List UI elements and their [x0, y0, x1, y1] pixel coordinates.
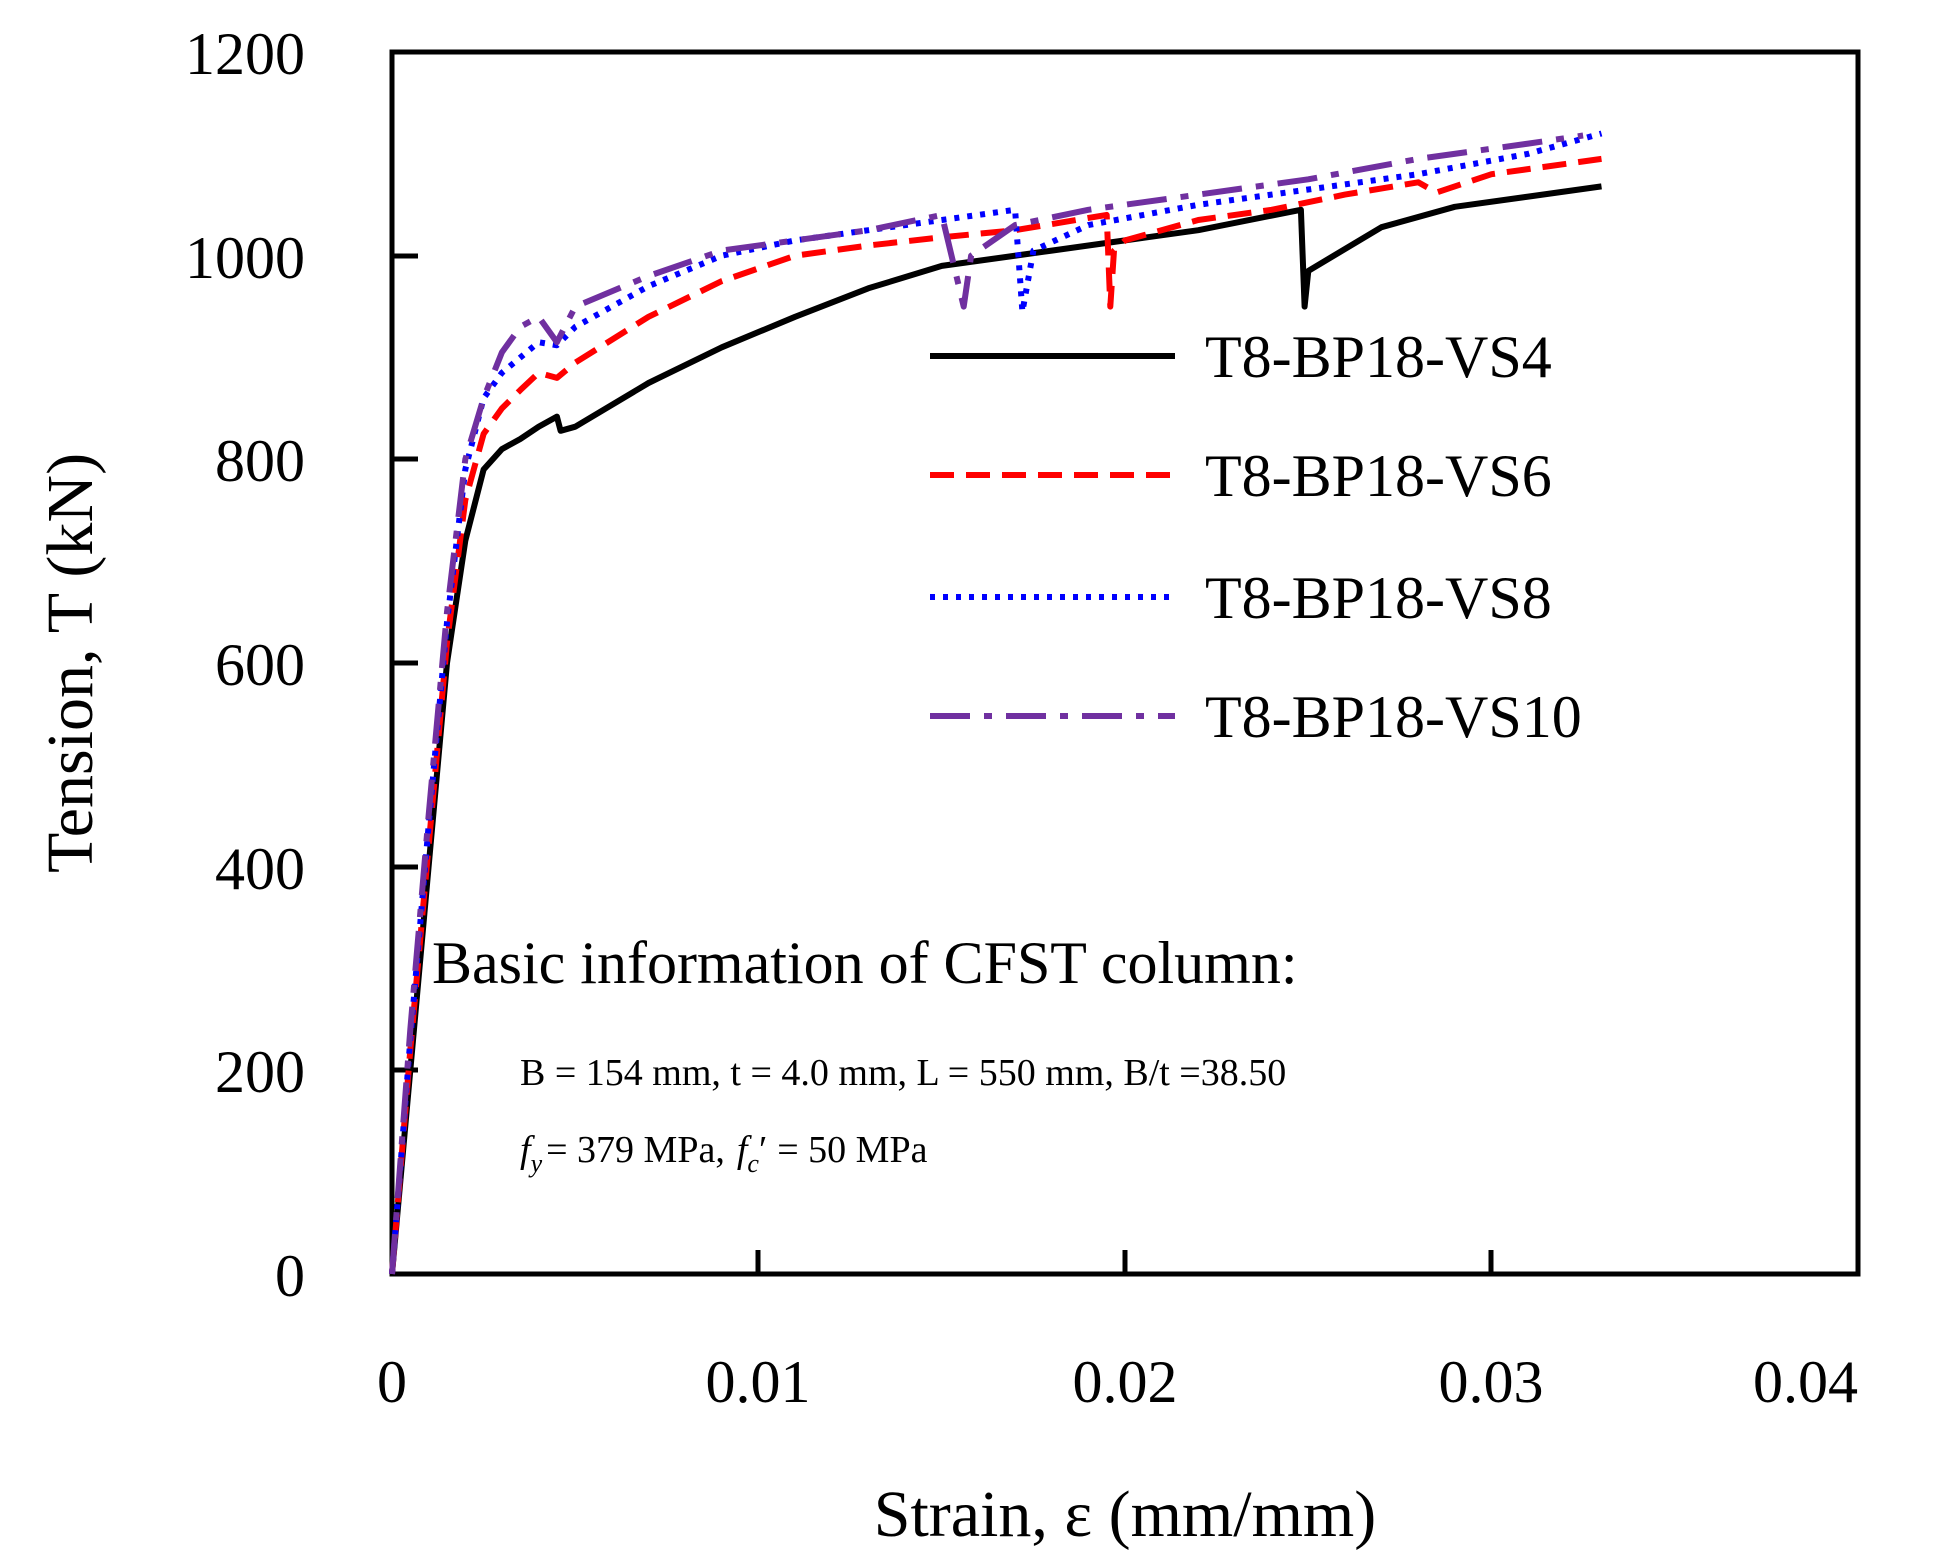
fy-subscript: y: [528, 1149, 543, 1178]
y-tick-label: 1000: [185, 225, 305, 291]
legend-label: T8-BP18-VS4: [1205, 324, 1552, 390]
annotation-geometry: B = 154 mm, t = 4.0 mm, L = 550 mm, B/t …: [520, 1052, 1286, 1094]
y-tick-label: 400: [215, 836, 305, 902]
legend-label: T8-BP18-VS10: [1205, 684, 1582, 750]
y-tick-label: 0: [275, 1243, 305, 1309]
x-tick-label: 0: [377, 1349, 407, 1415]
series-group: [389, 130, 1603, 1275]
legend-label: T8-BP18-VS6: [1205, 443, 1552, 509]
annotation: Basic information of CFST column: B = 15…: [432, 930, 1298, 1178]
y-tick-labels: 0 200 400 600 800 1000 1200: [185, 21, 305, 1309]
y-tick-label: 800: [215, 428, 305, 494]
annotation-materials: fy = 379 MPa, fc′ = 50 MPa: [520, 1129, 928, 1178]
x-axis-ticks: [755, 1250, 1494, 1274]
fc-subscript: c: [747, 1149, 759, 1178]
y-tick-label: 1200: [185, 21, 305, 87]
x-tick-label: 0.03: [1439, 1349, 1544, 1415]
y-axis-title: Tension, T (kN): [34, 453, 107, 873]
fy-value: = 379 MPa,: [546, 1129, 725, 1171]
legend: T8-BP18-VS4 T8-BP18-VS6 T8-BP18-VS8 T8-B…: [930, 324, 1582, 750]
x-tick-labels: 0 0.01 0.02 0.03 0.04: [377, 1349, 1858, 1415]
x-tick-label: 0.04: [1753, 1349, 1858, 1415]
x-tick-label: 0.01: [706, 1349, 811, 1415]
series-line-vs8: [389, 130, 1603, 1275]
series-line-vs10: [389, 132, 1584, 1275]
fc-prime: ′: [759, 1129, 767, 1171]
y-tick-label: 200: [215, 1039, 305, 1105]
x-tick-label: 0.02: [1073, 1349, 1178, 1415]
y-axis-ticks: [392, 253, 418, 1073]
annotation-title: Basic information of CFST column:: [432, 930, 1298, 996]
series-line-vs6: [389, 155, 1602, 1275]
series-line-vs4: [389, 183, 1602, 1275]
legend-label: T8-BP18-VS8: [1205, 565, 1552, 631]
x-axis-title: Strain, ε (mm/mm): [874, 1478, 1377, 1551]
fc-value: = 50 MPa: [777, 1129, 927, 1171]
y-tick-label: 600: [215, 632, 305, 698]
